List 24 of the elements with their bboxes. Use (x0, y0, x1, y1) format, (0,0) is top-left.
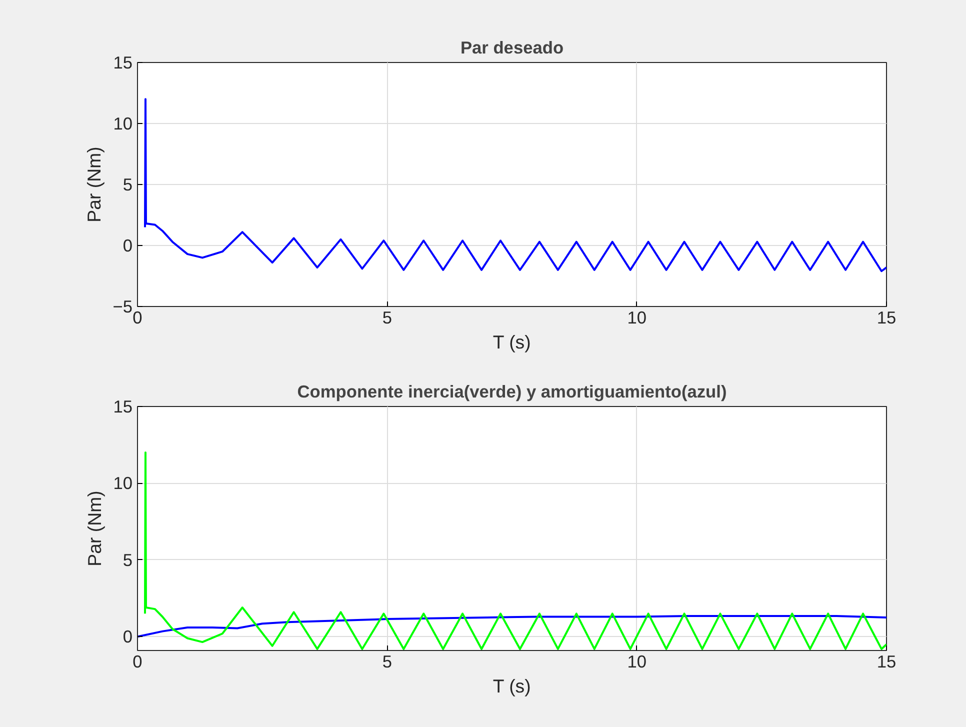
y-tick-label: 15 (113, 396, 133, 416)
x-tick-label: 5 (382, 308, 392, 328)
x-tick-label: 15 (876, 652, 896, 672)
x-tick-label: 10 (627, 652, 646, 672)
y-axis-title: Par (Nm) (84, 146, 105, 222)
line-series (144, 452, 886, 650)
x-tick-label: 15 (876, 308, 896, 328)
line-series (144, 98, 886, 272)
chart-title: Par deseado (460, 38, 564, 58)
y-tick-label: 5 (122, 174, 133, 194)
y-tick-label: 15 (113, 52, 133, 72)
y-tick-label: −5 (112, 296, 133, 316)
y-axis-title: Par (Nm) (84, 490, 106, 566)
x-tick-label: 5 (382, 652, 392, 672)
y-tick-label: 10 (113, 473, 133, 494)
y-tick-label: 0 (122, 236, 133, 256)
chart-title: Componente inercia(verde) y amortiguamiento(azul) (297, 382, 727, 402)
y-tick-label: 5 (122, 550, 133, 570)
y-tick-label: 10 (113, 114, 133, 134)
x-axis-title: T (s) (492, 676, 531, 696)
line-series (138, 614, 886, 638)
y-tick-label: 0 (122, 626, 133, 647)
x-axis-title: T (s) (492, 332, 531, 352)
x-tick-label: 10 (627, 308, 646, 328)
